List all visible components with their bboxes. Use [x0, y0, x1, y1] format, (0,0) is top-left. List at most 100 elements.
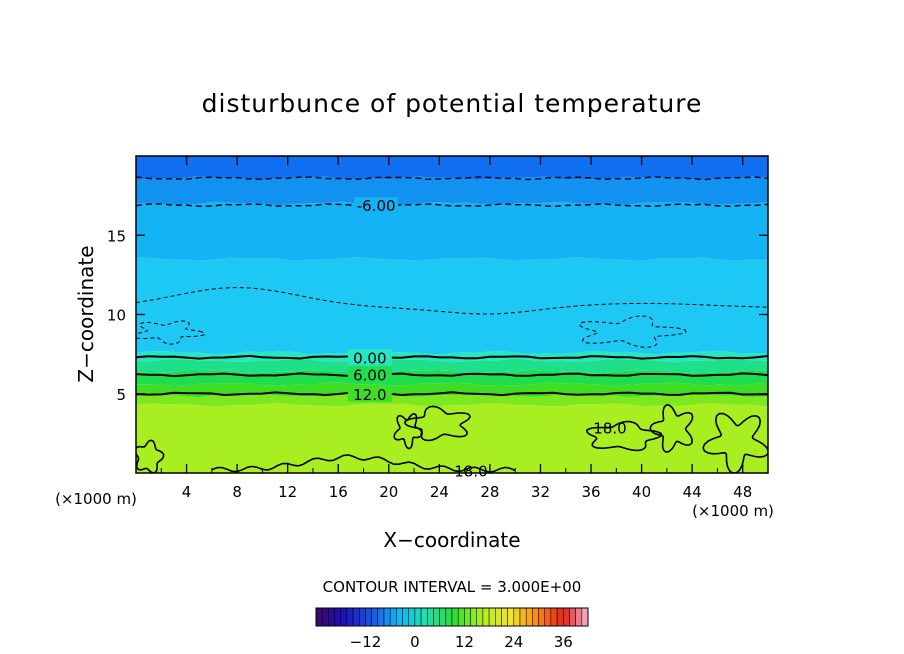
contour-loop — [585, 420, 663, 452]
colorbar-cell — [433, 607, 440, 627]
field-band — [136, 201, 768, 261]
x-tick-label: 32 — [531, 483, 550, 501]
colorbar-cell — [575, 607, 583, 627]
field-bands — [136, 156, 768, 473]
colorbar-tick-label: 12 — [455, 633, 474, 651]
colorbar-cell — [377, 607, 385, 627]
contour-line-dashed — [136, 287, 768, 315]
colorbar-cell — [476, 607, 484, 627]
contour-loop — [702, 412, 768, 473]
colorbar-cell — [581, 607, 589, 627]
colorbar-cell — [389, 607, 397, 627]
colorbar-cell — [346, 607, 354, 627]
colorbar-cell — [525, 607, 533, 627]
colorbar-frame — [315, 607, 589, 627]
x-tick-label: 40 — [632, 483, 651, 501]
contour-label: 6.00 — [353, 367, 386, 385]
x-axis-unit-left: (×1000 m) — [55, 490, 137, 508]
colorbar-cell — [550, 607, 558, 627]
colorbar-cell — [414, 607, 422, 627]
colorbar-cell — [569, 607, 576, 627]
field-band — [136, 257, 768, 355]
colorbar-tick-label: 36 — [554, 633, 573, 651]
colorbar-cell — [408, 607, 416, 627]
plot-area — [136, 156, 768, 473]
contour-line — [136, 391, 768, 397]
colorbar-cell — [321, 607, 329, 627]
x-axis-unit-right: (×1000 m) — [692, 502, 774, 520]
y-tick-label: 5 — [116, 386, 126, 404]
colorbar-tick-labels: −12 0 12 24 36 — [350, 633, 573, 651]
colorbar-cell — [544, 607, 552, 627]
contour-line — [136, 176, 768, 181]
contour-lines — [136, 176, 768, 397]
field-band — [136, 393, 768, 407]
colorbar-tick-label: −12 — [350, 633, 382, 651]
x-tick-label: 44 — [683, 483, 702, 501]
colorbar-cell — [470, 607, 477, 627]
x-tick-label: 20 — [379, 483, 398, 501]
contour-label: -6.00 — [357, 197, 396, 215]
colorbar-tick-label: 0 — [410, 633, 420, 651]
field-band — [136, 403, 768, 473]
contour-label: 12.0 — [353, 386, 386, 404]
contour-label-bg — [347, 349, 392, 366]
colorbar-cell — [420, 607, 428, 627]
colorbar-cell — [556, 607, 564, 627]
colorbar-cell — [451, 607, 459, 627]
x-tick-label: 28 — [480, 483, 499, 501]
contour-loop — [403, 405, 471, 442]
colorbar-cell — [427, 607, 434, 627]
colorbar-tick-label: 24 — [504, 633, 523, 651]
colorbar-cell — [340, 607, 348, 627]
colorbar-cell — [402, 607, 409, 627]
contour-line — [136, 372, 768, 378]
contour-line — [136, 203, 768, 208]
x-tick-label: 24 — [430, 483, 449, 501]
y-axis-ticks: 5 10 15 — [107, 227, 768, 404]
colorbar-cell — [563, 607, 570, 627]
y-tick-label: 15 — [107, 227, 126, 245]
x-axis-ticks: 4 8 12 16 20 24 28 32 36 40 44 48 — [160, 156, 752, 501]
field-band — [136, 358, 768, 374]
colorbar-cell — [488, 607, 496, 627]
colorbar-cell — [519, 607, 527, 627]
contour-line — [136, 354, 768, 360]
colorbar-cell — [457, 607, 465, 627]
y-axis-label: Z−coordinate — [74, 245, 98, 382]
colorbar-cell — [352, 607, 360, 627]
contour-label-bg — [347, 366, 392, 383]
colorbar-cell — [482, 607, 490, 627]
contour-label: 0.00 — [353, 349, 386, 367]
y-tick-label: 10 — [107, 307, 126, 325]
colorbar-cell — [439, 607, 447, 627]
contour-loop — [136, 439, 165, 473]
colorbar-cell — [328, 607, 335, 627]
colorbar-cell — [538, 607, 545, 627]
field-band — [136, 156, 768, 180]
x-tick-label: 16 — [329, 483, 348, 501]
x-tick-label: 12 — [278, 483, 297, 501]
colorbar-cell — [334, 607, 341, 627]
chart-title: disturbunce of potential temperature — [202, 89, 703, 118]
contour-label-bg — [354, 197, 399, 214]
colorbar-cell — [513, 607, 521, 627]
colorbar-cell — [365, 607, 372, 627]
colorbar-cell — [396, 607, 403, 627]
colorbar-cell — [383, 607, 391, 627]
x-tick-label: 36 — [581, 483, 600, 501]
field-band — [136, 176, 768, 206]
colorbar-cell — [495, 607, 502, 627]
x-axis-label: X−coordinate — [383, 528, 520, 552]
contour-loop — [578, 315, 687, 349]
colorbar-cell — [464, 607, 471, 627]
colorbar-cell — [371, 607, 379, 627]
colorbar — [315, 607, 589, 627]
contour-loop — [393, 412, 423, 450]
x-tick-label: 48 — [733, 483, 752, 501]
x-tick-label: 4 — [182, 483, 192, 501]
contour-interval: CONTOUR INTERVAL = 3.000E+00 — [323, 578, 582, 596]
contour-loop — [649, 404, 694, 453]
